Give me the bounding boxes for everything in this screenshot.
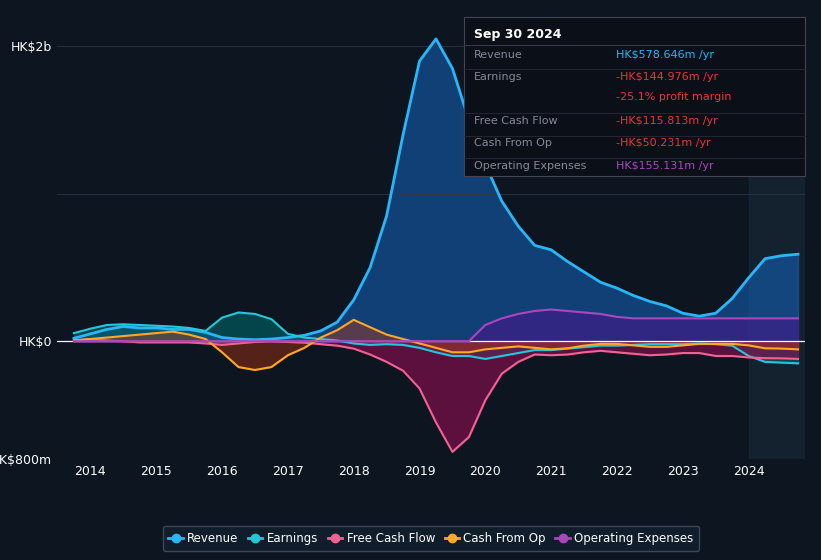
Legend: Revenue, Earnings, Free Cash Flow, Cash From Op, Operating Expenses: Revenue, Earnings, Free Cash Flow, Cash … — [163, 526, 699, 550]
Text: -25.1% profit margin: -25.1% profit margin — [616, 92, 732, 102]
Text: -HK$144.976m /yr: -HK$144.976m /yr — [616, 72, 718, 82]
Text: HK$578.646m /yr: HK$578.646m /yr — [616, 50, 713, 60]
Text: HK$155.131m /yr: HK$155.131m /yr — [616, 161, 713, 171]
Text: Sep 30 2024: Sep 30 2024 — [474, 28, 562, 41]
Text: -HK$115.813m /yr: -HK$115.813m /yr — [616, 116, 718, 126]
Text: Revenue: Revenue — [474, 50, 522, 60]
Bar — [749, 17, 805, 459]
Text: Cash From Op: Cash From Op — [474, 138, 552, 148]
Text: -HK$50.231m /yr: -HK$50.231m /yr — [616, 138, 710, 148]
Text: Free Cash Flow: Free Cash Flow — [474, 116, 557, 126]
Text: Operating Expenses: Operating Expenses — [474, 161, 586, 171]
Text: Earnings: Earnings — [474, 72, 522, 82]
